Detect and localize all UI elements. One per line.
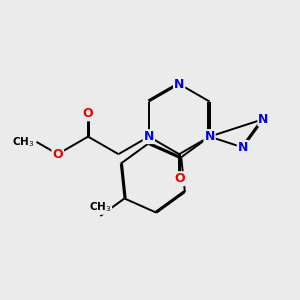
Text: CH$_3$: CH$_3$: [12, 135, 35, 149]
Text: N: N: [238, 141, 248, 154]
Text: N: N: [258, 112, 269, 126]
Text: O: O: [52, 148, 63, 161]
Text: O: O: [83, 107, 93, 120]
Text: N: N: [204, 130, 215, 143]
Text: O: O: [174, 172, 184, 185]
Text: CH$_3$: CH$_3$: [89, 200, 112, 214]
Text: N: N: [144, 130, 154, 143]
Text: N: N: [174, 77, 184, 91]
